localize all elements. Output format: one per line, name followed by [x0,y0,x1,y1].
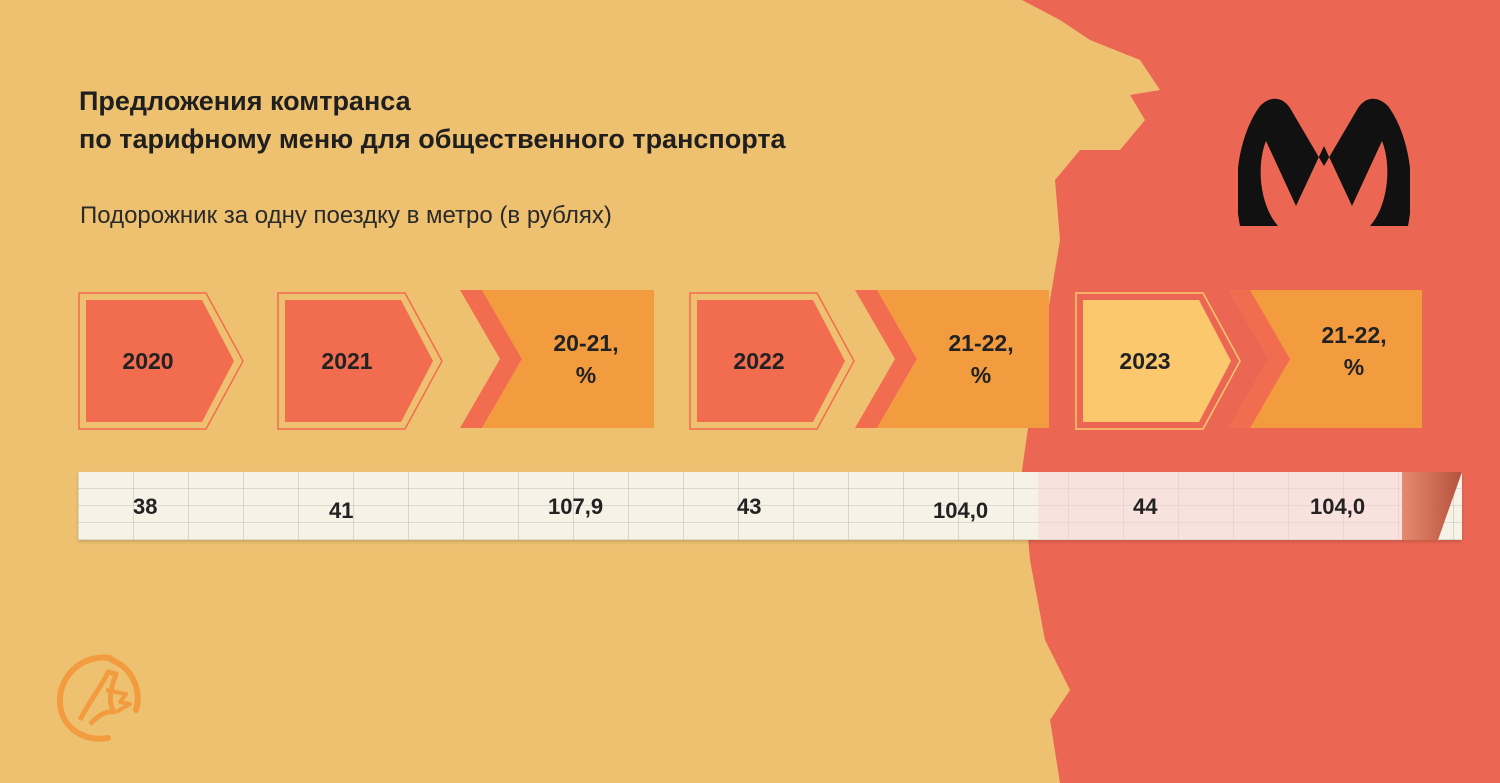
bird-circle-logo [56,654,141,742]
pentagon-shape [78,292,244,430]
change-chip-21-22-b: 21-22,% [1226,290,1422,428]
value-2023: 44 [1133,494,1158,519]
chevron-shape [855,290,1049,428]
chevron-shape [460,290,654,428]
value-change-21-22-a: 104,0 [933,498,989,523]
year-chip-2021: 2021 [277,292,443,430]
strip-tint [1038,472,1418,540]
change-label: 20-21,% [553,330,619,388]
year-chip-2023: 2023 [1075,292,1241,430]
metro-m-logo [1238,98,1410,226]
year-chip-2020: 2020 [78,292,244,430]
page-title: Предложения комтранса по тарифному меню … [79,82,786,158]
strip-torn-end [1402,472,1462,540]
value-2022: 43 [737,494,762,519]
value-change-20-21: 107,9 [548,494,604,519]
change-label: 21-22,% [1321,322,1387,380]
year-label: 2020 [122,347,174,374]
year-label: 2022 [733,347,785,374]
change-label: 21-22,% [948,330,1014,388]
page-subtitle: Подорожник за одну поездку в метро (в ру… [80,202,612,229]
pentagon-shape [689,292,855,430]
value-2021: 41 [329,498,354,523]
title-line-2: по тарифному меню для общественного тран… [79,124,786,154]
change-chip-21-22-a: 21-22,% [853,290,1049,428]
title-line-1: Предложения комтранса [79,86,411,116]
change-chip-20-21: 20-21,% [458,290,654,428]
pentagon-shape [277,292,443,430]
year-chip-2022: 2022 [689,292,855,430]
values-strip: 38 41 107,9 43 104,0 44 104,0 [78,472,1462,540]
year-label: 2023 [1119,347,1171,374]
value-2020: 38 [133,494,158,519]
pentagon-shape [1075,292,1241,430]
value-change-21-22-b: 104,0 [1310,494,1366,519]
chevron-shape [1228,290,1422,428]
year-label: 2021 [321,347,373,374]
